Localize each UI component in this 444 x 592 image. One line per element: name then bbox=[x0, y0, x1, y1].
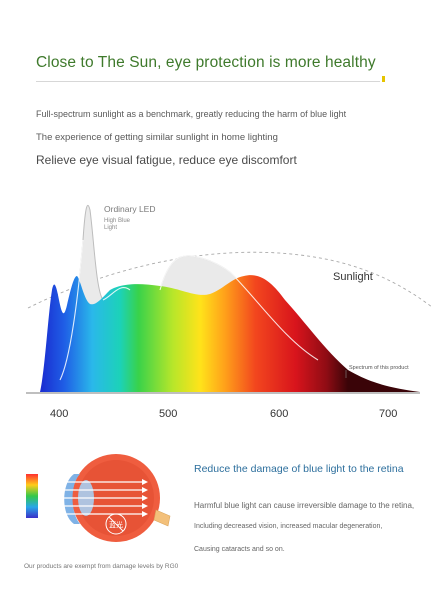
headline: Close to The Sun, eye protection is more… bbox=[36, 54, 376, 71]
high-blue-label-2: Light bbox=[104, 225, 117, 231]
optic-nerve-icon bbox=[153, 509, 171, 527]
sunlight-label: Sunlight bbox=[333, 271, 373, 283]
product-label: Spectrum of this product bbox=[349, 365, 409, 371]
eye-desc-3: Causing cataracts and so on. bbox=[194, 546, 285, 553]
subtitle-benchmark: Full-spectrum sunlight as a benchmark, g… bbox=[36, 109, 347, 119]
divider-accent bbox=[382, 76, 385, 82]
spectrum-illustration: Ordinary LED High Blue Light Sunlight Sp… bbox=[26, 204, 433, 420]
cornea-icon bbox=[64, 474, 80, 524]
eye-desc-1: Harmful blue light can cause irreversibl… bbox=[194, 501, 415, 510]
blue-light-badge bbox=[105, 513, 127, 535]
subtitle-home-lighting: The experience of getting similar sunlig… bbox=[36, 132, 278, 143]
eye-desc-2: Including decreased vision, increased ma… bbox=[194, 523, 383, 530]
sunlight-curve bbox=[27, 251, 433, 309]
eye-section-title: Reduce the damage of blue light to the r… bbox=[194, 463, 404, 475]
divider bbox=[36, 81, 380, 82]
eye-illustration: 蓝光 bbox=[26, 454, 171, 542]
high-blue-label: High Blue bbox=[104, 218, 131, 224]
tick-500: 500 bbox=[159, 408, 177, 420]
product-spectrum-area bbox=[40, 275, 420, 392]
tick-700: 700 bbox=[379, 408, 397, 420]
led-overlay-line bbox=[59, 239, 319, 381]
footnote: Our products are exempt from damage leve… bbox=[24, 563, 179, 570]
subtitle-relieve-fatigue: Relieve eye visual fatigue, reduce eye d… bbox=[36, 153, 297, 167]
tick-600: 600 bbox=[270, 408, 288, 420]
tick-400: 400 bbox=[50, 408, 68, 420]
light-source-bar bbox=[26, 474, 38, 518]
led-label: Ordinary LED bbox=[104, 204, 156, 214]
blue-light-badge-text: 蓝光 bbox=[109, 520, 123, 529]
